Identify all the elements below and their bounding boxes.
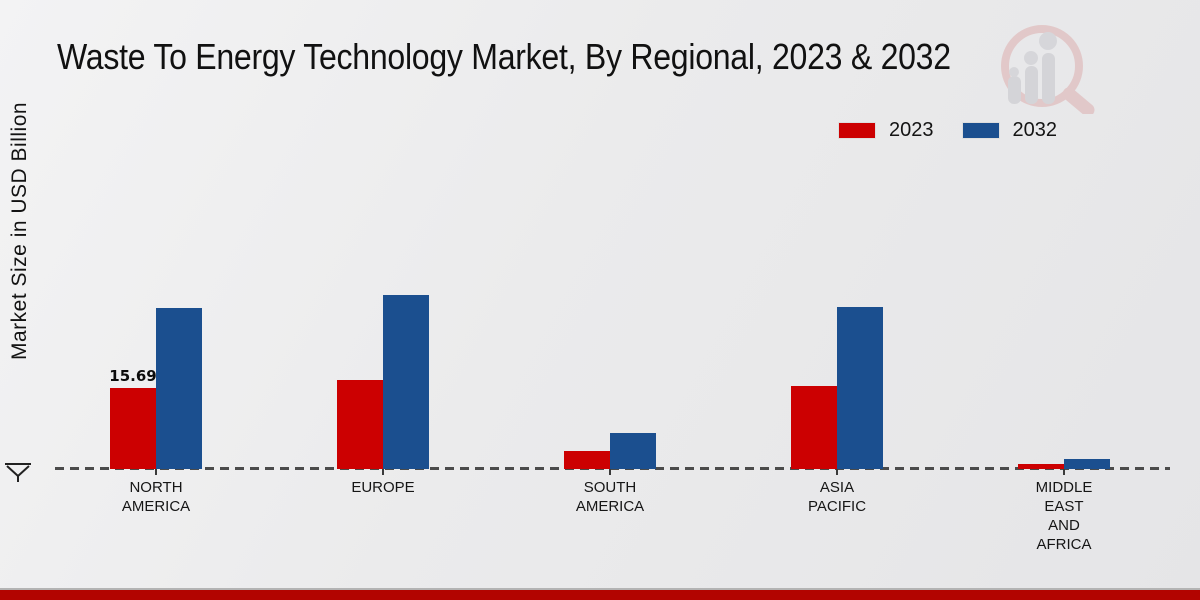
x-axis-label-south-america: SOUTH AMERICA [575, 479, 645, 515]
legend: 2023 2032 [838, 119, 1057, 142]
bar-2032-north-america [156, 308, 202, 469]
x-axis-label-middle-east-and-africa: MIDDLE EAST AND AFRICA [1035, 479, 1093, 553]
bar-2032-europe [383, 295, 429, 469]
bar-2023-south-america [564, 451, 610, 469]
x-axis-label-north-america: NORTH AMERICA [121, 479, 191, 515]
legend-item-2023: 2023 [838, 119, 934, 142]
bar-2023-europe [337, 380, 383, 469]
legend-label-2032: 2032 [1012, 119, 1058, 141]
bar-2023-north-america [110, 388, 156, 469]
x-axis-tick [1063, 469, 1065, 475]
x-axis-tick [155, 469, 157, 475]
legend-item-2032: 2032 [961, 119, 1058, 142]
x-axis-label-europe: EUROPE [351, 479, 415, 496]
bar-2023-middle-east-and-africa [1018, 464, 1064, 469]
x-axis-label-asia-pacific: ASIA PACIFIC [807, 479, 867, 515]
x-axis-tick [609, 469, 611, 475]
legend-swatch-2032 [961, 122, 1000, 139]
magnifier-bar-chart-logo-icon [1001, 25, 1095, 114]
bar-2032-middle-east-and-africa [1064, 459, 1110, 469]
legend-swatch-2023 [838, 122, 876, 139]
axis-break-icon [5, 463, 31, 482]
chart-title: Waste To Energy Technology Market, By Re… [57, 36, 951, 77]
x-axis-tick [836, 469, 838, 475]
x-axis-tick [382, 469, 384, 475]
bar-2023-asia-pacific [791, 386, 837, 469]
bar-value-label: 15.69 [109, 367, 157, 385]
legend-label-2023: 2023 [889, 119, 934, 141]
bar-2032-asia-pacific [837, 307, 883, 469]
bar-2032-south-america [610, 433, 656, 469]
footer-bar [0, 588, 1200, 600]
